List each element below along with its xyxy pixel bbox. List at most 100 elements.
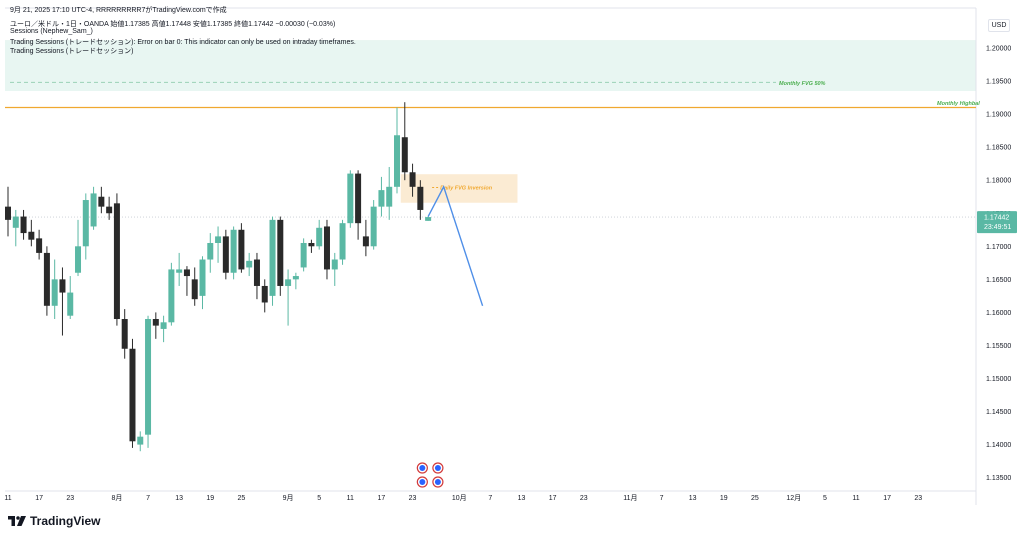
candle-body (199, 259, 206, 296)
candle-body (137, 436, 144, 445)
candle (129, 338, 136, 448)
price-tick-label: 1.18500 (986, 145, 1011, 152)
candle-body (183, 269, 190, 277)
time-tick-label: 23 (66, 495, 74, 502)
candle (207, 233, 214, 273)
candle (417, 180, 424, 220)
candle-body (292, 276, 299, 280)
price-tick-label: 1.19000 (986, 112, 1011, 119)
monthly-highbal-label: Monthly Highbal (937, 101, 980, 107)
candle-body (394, 135, 400, 187)
currency-button[interactable]: USD (988, 19, 1010, 32)
time-tick-label: 9月 (283, 494, 294, 502)
candle (145, 315, 152, 448)
price-tick-label: 1.19500 (986, 79, 1011, 86)
price-tick-label: 1.16500 (986, 277, 1011, 284)
price-tick-label: 1.16000 (986, 310, 1011, 317)
candle (168, 262, 175, 326)
indicator-legend-sessions[interactable]: Sessions (Nephew_Sam_) (10, 28, 93, 35)
candle (339, 219, 346, 265)
candle-body (238, 229, 245, 270)
economic-event-dot (419, 465, 426, 471)
candle-body (246, 260, 253, 268)
projection-path (427, 185, 484, 307)
price-tick-label: 1.14500 (986, 409, 1011, 416)
candle-body (331, 259, 338, 270)
candle (59, 267, 66, 336)
time-tick-label: 11月 (623, 494, 637, 502)
brand-name: TradingView (30, 514, 101, 528)
time-tick-label: 19 (720, 495, 728, 502)
candle (285, 269, 292, 326)
candle (75, 219, 82, 277)
candle (394, 107, 400, 194)
candle (370, 200, 377, 250)
candle (90, 186, 97, 230)
current-price-tag (977, 211, 1017, 234)
time-tick-label: 17 (883, 495, 891, 502)
candle-body (425, 217, 432, 221)
candle-body (20, 216, 27, 234)
candle (28, 219, 35, 247)
time-tick-label: 17 (549, 495, 557, 502)
candle-body (43, 252, 50, 306)
time-tick-label: 23 (914, 495, 922, 502)
time-tick-label: 25 (238, 495, 246, 502)
candle-body (308, 242, 315, 247)
time-tick-label: 19 (206, 495, 214, 502)
candle-body (269, 219, 276, 296)
candle-body (90, 193, 97, 227)
economic-event-dot (434, 465, 441, 471)
symbol-ohlc-legend[interactable]: ユーロ／米ドル・1日・OANDA 始値1.17385 高値1.17448 安値1… (10, 21, 336, 28)
candle-body (222, 236, 229, 273)
candle-body (59, 279, 66, 293)
candle (355, 170, 362, 240)
candle-body (113, 203, 120, 320)
candle-body (168, 269, 175, 323)
time-tick-label: 17 (378, 495, 386, 502)
candle (160, 315, 167, 343)
candle (20, 209, 27, 240)
candle-body (215, 236, 222, 243)
bar-countdown: 23:49:51 (984, 224, 1011, 231)
candle (253, 252, 260, 300)
candle-body (409, 172, 416, 187)
candle-body (67, 292, 74, 316)
price-tick-label: 1.17000 (986, 244, 1011, 251)
candle (176, 252, 183, 286)
candle (308, 239, 315, 253)
candle (121, 309, 128, 359)
candle-body (417, 186, 424, 210)
candle-body (277, 219, 284, 286)
candle-body (362, 236, 369, 247)
candle-body (261, 285, 268, 303)
candle (378, 176, 385, 217)
candle-body (230, 229, 237, 273)
time-tick-label: 5 (823, 495, 827, 502)
indicator-legend-trading-sessions[interactable]: Trading Sessions (トレードセッション) (10, 48, 134, 55)
candle (292, 272, 299, 290)
tradingview-logo-icon (8, 516, 26, 526)
indicator-legend-error[interactable]: Trading Sessions (トレードセッション): Error on b… (10, 39, 356, 46)
candle-body (378, 190, 385, 207)
candle (106, 196, 113, 220)
candle-body (28, 231, 35, 240)
monthly-fvg-label: Monthly FVG 50% (779, 81, 826, 87)
candle (152, 312, 159, 339)
time-tick-label: 25 (751, 495, 759, 502)
candle (222, 229, 229, 280)
time-tick-label: 23 (409, 495, 417, 502)
candle (215, 226, 222, 263)
candle-body (253, 259, 260, 286)
candle (269, 216, 276, 306)
candle-body (82, 200, 89, 247)
candle (137, 431, 144, 452)
candle (362, 219, 369, 257)
candle-body (386, 186, 393, 207)
candle-body (121, 319, 128, 349)
candle (36, 229, 43, 260)
candle (425, 216, 432, 221)
candle (316, 219, 323, 250)
candle-body (98, 196, 105, 207)
